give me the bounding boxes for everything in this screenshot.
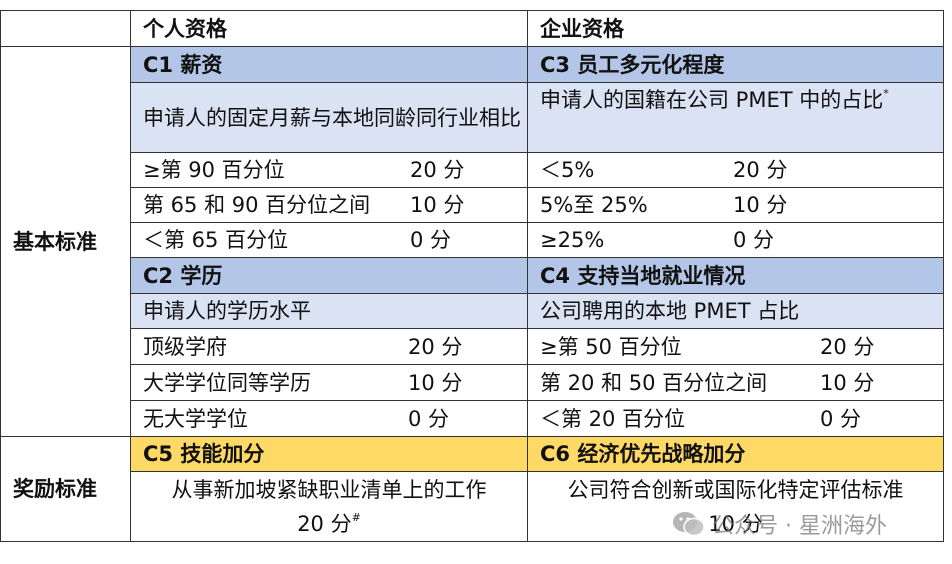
- item: 无大学学位: [143, 406, 248, 431]
- item-cell: 大学学位同等学历 10 分: [130, 364, 528, 401]
- score: 0 分: [820, 406, 862, 431]
- bonus-cell: 从事新加坡紧缺职业清单上的工作 20 分#: [130, 471, 528, 542]
- score: 20 分: [733, 158, 788, 182]
- item: 第 65 和 90 百分位之间: [143, 193, 371, 217]
- score: 0 分: [733, 228, 775, 252]
- item-cell: 无大学学位 0 分: [130, 400, 528, 437]
- item: ＜5%: [540, 158, 595, 182]
- item-cell: ≥第 90 百分位 20 分: [130, 152, 528, 188]
- score: 10 分: [820, 370, 875, 395]
- criterion-title: C3 员工多元化程度: [527, 46, 944, 83]
- watermark-text: 公众号 · 星洲海外: [712, 514, 887, 539]
- item: 5%至 25%: [540, 193, 648, 217]
- item: ＜第 65 百分位: [143, 228, 289, 252]
- header-row: 个人资格 企业资格: [0, 10, 944, 47]
- qualification-table: 个人资格 企业资格 基本标准 C1 薪资 C3 员工多元化程度 申请人的固定月薪…: [0, 10, 944, 542]
- item-cell: ≥25% 0 分: [527, 222, 944, 258]
- bonus-cell: 公司符合创新或国际化特定评估标准 10 分: [527, 471, 944, 542]
- corner-cell: [0, 10, 131, 47]
- header-cell: 个人资格: [130, 10, 528, 47]
- item: ≥第 50 百分位: [540, 334, 682, 359]
- criterion-title: C4 支持当地就业情况: [527, 257, 944, 294]
- description: 公司符合创新或国际化特定评估标准: [567, 477, 904, 502]
- note-mark: *: [883, 87, 889, 100]
- score: 0 分: [410, 228, 452, 252]
- criterion-title: C1 薪资: [130, 46, 528, 83]
- note-mark: #: [351, 510, 361, 524]
- item: 第 20 和 50 百分位之间: [540, 370, 768, 395]
- description-text: 申请人的国籍在公司 PMET 中的占比: [540, 88, 884, 112]
- item-cell: 5%至 25% 10 分: [527, 187, 944, 223]
- criterion-title: C5 技能加分: [130, 436, 528, 472]
- header-cell: 企业资格: [527, 10, 944, 47]
- item-cell: ＜5% 20 分: [527, 152, 944, 188]
- item: ＜第 20 百分位: [540, 406, 686, 431]
- score: 20 分: [408, 334, 463, 359]
- item: ≥第 90 百分位: [143, 158, 285, 182]
- watermark: 公众号 · 星洲海外: [672, 508, 887, 540]
- description: 公司聘用的本地 PMET 占比: [527, 293, 944, 329]
- item: ≥25%: [540, 228, 605, 252]
- score: 20 分: [410, 158, 465, 182]
- section-label: 基本标准: [0, 46, 131, 437]
- score: 20 分: [297, 511, 352, 536]
- score: 20 分: [820, 334, 875, 359]
- description: 申请人的固定月薪与本地同龄同行业相比: [130, 82, 528, 153]
- description: 从事新加坡紧缺职业清单上的工作: [171, 477, 487, 502]
- score: 10 分: [733, 193, 788, 217]
- score: 10 分: [708, 511, 763, 536]
- item-cell: ＜第 20 百分位 0 分: [527, 400, 944, 437]
- score: 0 分: [408, 406, 450, 431]
- criterion-title: C2 学历: [130, 257, 528, 294]
- section-label: 奖励标准: [0, 436, 131, 542]
- item-cell: 第 65 和 90 百分位之间 10 分: [130, 187, 528, 223]
- wechat-icon: [673, 512, 705, 537]
- item: 顶级学府: [143, 334, 227, 359]
- description: 申请人的学历水平: [130, 293, 528, 329]
- item-cell: 第 20 和 50 百分位之间 10 分: [527, 364, 944, 401]
- description: 申请人的国籍在公司 PMET 中的占比*: [527, 82, 944, 153]
- item: 大学学位同等学历: [143, 370, 311, 395]
- item-cell: ＜第 65 百分位 0 分: [130, 222, 528, 258]
- item-cell: 顶级学府 20 分: [130, 328, 528, 365]
- score: 10 分: [408, 370, 463, 395]
- item-cell: ≥第 50 百分位 20 分: [527, 328, 944, 365]
- score: 10 分: [410, 193, 465, 217]
- criterion-title: C6 经济优先战略加分: [527, 436, 944, 472]
